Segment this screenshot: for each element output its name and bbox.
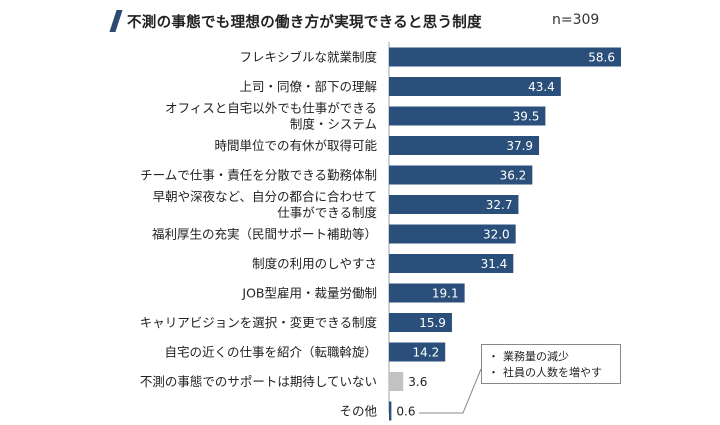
data-label: 32.7 bbox=[486, 198, 513, 212]
bar bbox=[389, 313, 452, 332]
data-label: 31.4 bbox=[481, 257, 508, 271]
bar bbox=[389, 283, 465, 303]
data-label: 14.2 bbox=[412, 346, 439, 360]
data-label: 15.9 bbox=[419, 316, 446, 330]
data-label: 32.0 bbox=[483, 228, 510, 242]
other-answers-note: ・業務量の減少 ・社員の人数を増やす bbox=[481, 344, 621, 384]
category-label: 仕事ができる制度 bbox=[277, 205, 377, 220]
category-label: 制度・システム bbox=[290, 117, 377, 132]
category-label: 自宅の近くの仕事を紹介（転職斡旋） bbox=[164, 345, 377, 360]
data-label: 37.9 bbox=[506, 139, 533, 153]
bar bbox=[389, 401, 392, 421]
category-label: フレキシブルな就業制度 bbox=[239, 50, 377, 65]
bar bbox=[389, 372, 404, 391]
category-label: チームで仕事・責任を分散できる勤務体制 bbox=[140, 168, 377, 183]
data-label: 58.6 bbox=[588, 51, 615, 65]
data-label: 19.1 bbox=[432, 287, 459, 301]
category-label: JOB型雇用・裁量労働制 bbox=[241, 286, 377, 301]
bar bbox=[389, 342, 446, 362]
bar bbox=[389, 224, 516, 244]
bar bbox=[389, 47, 621, 67]
category-label: 福利厚生の充実（民間サポート補助等） bbox=[152, 227, 377, 242]
data-label: 43.4 bbox=[528, 80, 555, 94]
data-label: 3.6 bbox=[408, 375, 427, 389]
category-label: その他 bbox=[339, 404, 377, 419]
bar bbox=[389, 165, 533, 185]
note-item: ・社員の人数を増やす bbox=[488, 366, 602, 379]
note-item: ・業務量の減少 bbox=[488, 350, 569, 363]
bar bbox=[389, 106, 546, 126]
chart-title: 不測の事態でも理想の働き方が実現できると思う制度 bbox=[127, 15, 482, 31]
data-label: 0.6 bbox=[396, 405, 415, 419]
bar bbox=[389, 77, 561, 96]
category-label: 早朝や深夜など、自分の都合に合わせて bbox=[153, 189, 377, 204]
category-label: 制度の利用のしやすさ bbox=[252, 256, 377, 271]
category-label: キャリアビジョンを選択・変更できる制度 bbox=[140, 315, 378, 330]
category-label: 時間単位での有休が取得可能 bbox=[214, 138, 377, 153]
bar bbox=[389, 254, 514, 273]
category-label: オフィスと自宅以外でも仕事ができる bbox=[165, 101, 377, 116]
category-label: 上司・同僚・部下の理解 bbox=[239, 79, 377, 94]
sample-size-label: n=309 bbox=[552, 12, 600, 28]
bar bbox=[389, 195, 519, 214]
data-label: 39.5 bbox=[513, 110, 540, 124]
bar bbox=[389, 136, 540, 155]
data-label: 36.2 bbox=[500, 169, 527, 183]
note-leader-line bbox=[419, 368, 482, 414]
category-label: 不測の事態でのサポートは期待していない bbox=[140, 374, 377, 389]
